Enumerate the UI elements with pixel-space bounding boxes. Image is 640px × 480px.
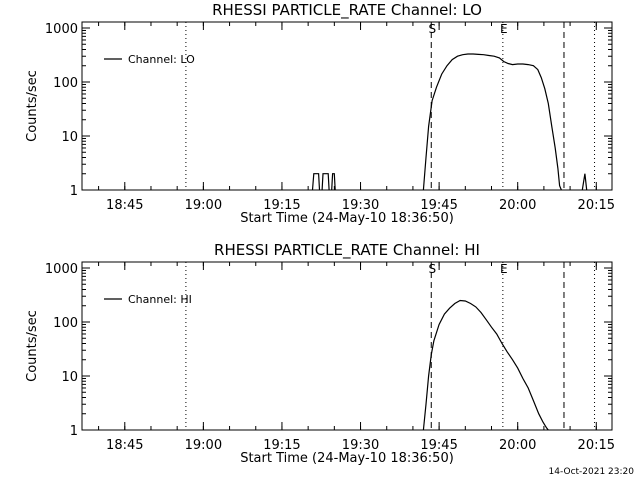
x-axis-label: Start Time (24-May-10 18:36:50) [240,211,454,226]
y-tick-label: 10 [61,130,78,145]
marker-label-s: S [428,262,436,276]
x-tick-label: 19:15 [263,198,300,213]
x-tick-label: 19:30 [342,438,379,453]
y-axis-label: Counts/sec [25,310,40,382]
x-tick-label: 19:45 [420,438,457,453]
x-tick-label: 20:15 [578,438,615,453]
series-line [581,173,588,191]
chart-panel-lo: RHESSI PARTICLE_RATE Channel: LO 18:45 19:… [25,1,615,226]
y-tick-label: 1000 [45,262,78,277]
series-line [321,173,330,191]
x-tick-label: 18:45 [106,438,143,453]
x-tick-label: 19:00 [185,438,222,453]
footer-timestamp: 14-Oct-2021 23:20 [549,467,635,477]
y-tick-label: 1000 [45,22,78,37]
x-tick-label: 20:15 [578,198,615,213]
y-tick-label: 100 [53,76,78,91]
plot-frame [81,21,613,191]
series-line [331,173,336,191]
y-tick-label: 1 [70,184,78,199]
x-tick-label: 19:00 [185,198,222,213]
x-tick-label: 19:15 [263,438,300,453]
series-line [422,299,549,431]
marker-label-e: E [500,22,508,36]
legend-label: Channel: HI [128,293,192,306]
marker-label-s: S [428,22,436,36]
series-line [311,173,321,191]
chart-title: RHESSI PARTICLE_RATE Channel: LO [212,1,482,20]
series-line [422,53,562,191]
y-tick-label: 10 [61,370,78,385]
plot-frame [81,261,613,431]
x-tick-label: 20:00 [499,438,536,453]
y-axis-label: Counts/sec [25,70,40,142]
x-tick-label: 20:00 [499,198,536,213]
y-tick-label: 1 [70,424,78,439]
legend-label: Channel: LO [128,53,195,66]
y-tick-label: 100 [53,316,78,331]
x-tick-label: 19:45 [420,198,457,213]
chart-panel-hi: RHESSI PARTICLE_RATE Channel: HI 18:45 19:… [25,241,615,466]
chart-title: RHESSI PARTICLE_RATE Channel: HI [214,241,480,260]
marker-label-e: E [500,262,508,276]
x-tick-label: 19:30 [342,198,379,213]
x-axis-label: Start Time (24-May-10 18:36:50) [240,451,454,466]
x-tick-label: 18:45 [106,198,143,213]
